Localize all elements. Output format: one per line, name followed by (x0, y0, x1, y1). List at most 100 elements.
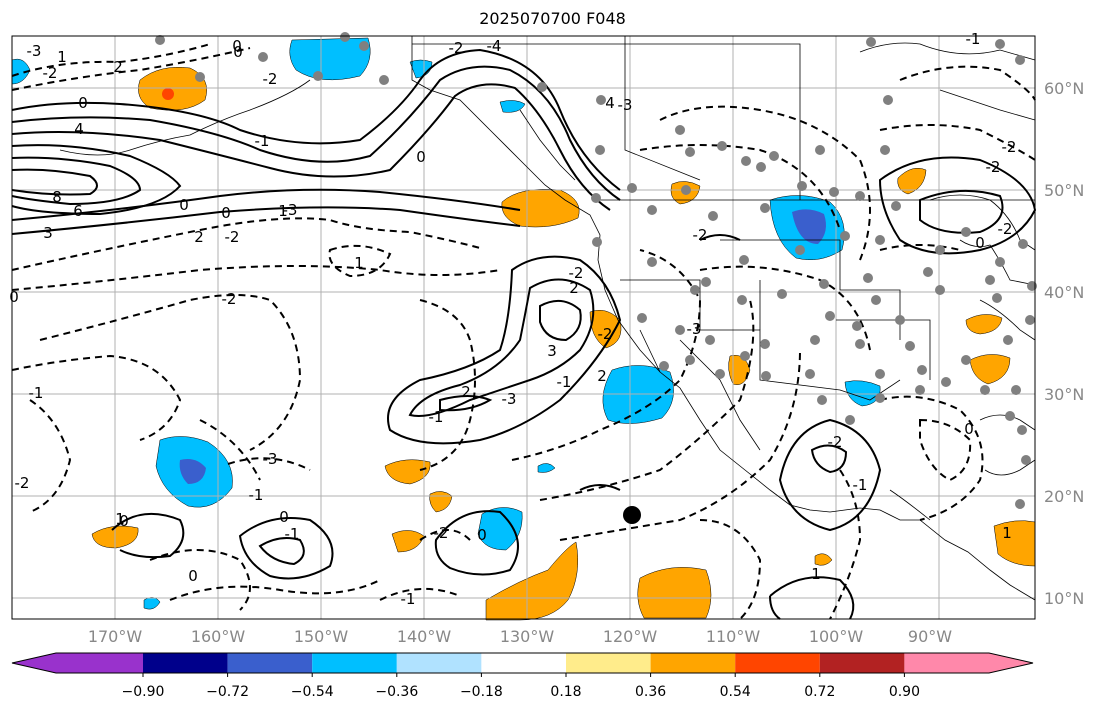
contour-value-label: -1 (557, 373, 572, 391)
contour-value-label: -2 (449, 39, 464, 57)
contour-value-label: 0 (975, 234, 985, 252)
lon-tick-label: 110°W (706, 627, 761, 646)
contour-value-label: 0 (179, 196, 189, 214)
contour-value-label: -1 (249, 486, 264, 504)
lat-tick-label: 50°N (1044, 181, 1084, 200)
colorbar-tick-label: −0.54 (291, 684, 334, 700)
contour-value-label: 0 (232, 37, 242, 55)
contour-value-label: 0 (416, 148, 426, 166)
contour-value-label: 0 (221, 204, 231, 222)
colorbar-tick-label: 0.90 (889, 684, 920, 700)
colorbar-extend-min (12, 653, 56, 673)
contour-value-label: -1 (285, 525, 300, 543)
contour-value-label: 0 (233, 43, 243, 61)
location-marker (623, 506, 641, 524)
contour-value-label: 2 (461, 383, 471, 401)
contour-value-label: 8 (52, 188, 62, 206)
colorbar-segment (396, 653, 482, 673)
coastlines (59, 36, 1036, 601)
contour-value-label: -3 (27, 42, 42, 60)
contour-value-label: -2 (569, 264, 584, 282)
contour-value-label: 0 (119, 512, 129, 530)
negative-contours (11, 43, 1036, 620)
contour-value-label: -1 (966, 30, 981, 48)
lat-tick-label: 60°N (1044, 79, 1084, 98)
colorbar-segment (735, 653, 820, 673)
contour-value-label: -1 (255, 132, 270, 150)
contour-value-label: 6 (73, 202, 83, 220)
contour-value-label: -2 (986, 158, 1001, 176)
contour-value-label: 2 (569, 279, 579, 297)
contour-value-label: -1 (29, 384, 44, 402)
lon-tick-label: 140°W (397, 627, 452, 646)
contour-value-label: 4 (74, 120, 84, 138)
contour-value-label: 0 (279, 508, 289, 526)
contour-value-label: -2 (263, 70, 278, 88)
contour-value-label: 1 (811, 565, 821, 583)
contour-value-label: 0 (78, 94, 88, 112)
contour-value-label: 1 (278, 202, 288, 220)
longitude-axis: 170°W 160°W 150°W 140°W 130°W 120°W 110°… (88, 627, 952, 646)
contour-value-label: 0 (477, 526, 487, 544)
latitude-axis: 60°N 50°N 40°N 30°N 20°N 10°N (1044, 79, 1084, 608)
contour-value-label: -3 (618, 96, 633, 114)
contour-value-label: -2 (15, 474, 30, 492)
contour-value-label: 1 (115, 510, 125, 528)
colorbar-segment (650, 653, 736, 673)
contour-value-label: 0 (188, 567, 198, 585)
contour-value-label: -1 (401, 590, 416, 608)
graticule (12, 36, 1035, 619)
contour-value-label: 2 (597, 367, 607, 385)
contour-value-label: 3 (547, 342, 557, 360)
contour-value-label: -3 (283, 201, 298, 219)
contour-value-label: -1 (853, 476, 868, 494)
colorbar-extend-max (989, 653, 1033, 673)
contour-value-label: 0 (9, 288, 19, 306)
colorbar-segment (143, 653, 228, 673)
lon-tick-label: 170°W (88, 627, 143, 646)
lat-tick-label: 20°N (1044, 487, 1084, 506)
contour-value-label: 1 (1002, 524, 1012, 542)
map-title: 2025070700 F048 (479, 9, 626, 28)
contour-value-label: -3 (502, 390, 517, 408)
colorbar-segment (904, 653, 989, 673)
contour-value-label: -4 (487, 37, 502, 55)
lat-tick-label: 10°N (1044, 589, 1084, 608)
contour-value-label: 4 (605, 94, 615, 112)
contour-value-label: -2 (43, 64, 58, 82)
colorbar-segment (566, 653, 651, 673)
colorbar-tick-label: 0.18 (550, 684, 581, 700)
colorbar-segment (56, 653, 143, 673)
lon-tick-label: 100°W (809, 627, 864, 646)
contour-value-label: 1 (354, 254, 364, 272)
positive-contours (11, 48, 1037, 620)
contour-value-label: -2 (225, 228, 240, 246)
contour-value-label: -3 (263, 450, 278, 468)
contour-value-label: -2 (434, 524, 449, 542)
contour-value-label: -1 (429, 408, 444, 426)
colorbar-tick-label: −0.90 (122, 684, 165, 700)
contour-value-label: -2 (693, 226, 708, 244)
lon-tick-label: 120°W (603, 627, 658, 646)
contour-value-label: 0 (964, 420, 974, 438)
contour-value-label: -2 (222, 290, 237, 308)
colorbar-segment (227, 653, 313, 673)
contour-value-label: 3 (43, 224, 53, 242)
contour-value-label: -2 (828, 433, 843, 451)
lon-tick-label: 90°W (908, 627, 952, 646)
lat-tick-label: 30°N (1044, 385, 1084, 404)
colorbar-tick-label: −0.36 (375, 684, 418, 700)
contour-value-label: -2 (998, 220, 1013, 238)
colorbar-tick-label: 0.54 (720, 684, 751, 700)
contour-value-label: 2 (194, 228, 204, 246)
contour-value-label: -3 (687, 320, 702, 338)
colorbar-tick-label: −0.72 (206, 684, 249, 700)
contour-value-label: -2 (598, 325, 613, 343)
contour-value-label: 1 (57, 48, 67, 66)
colorbar-tick-label: 0.72 (804, 684, 835, 700)
colorbar-segment (819, 653, 905, 673)
shaded-fields (11, 37, 1036, 621)
